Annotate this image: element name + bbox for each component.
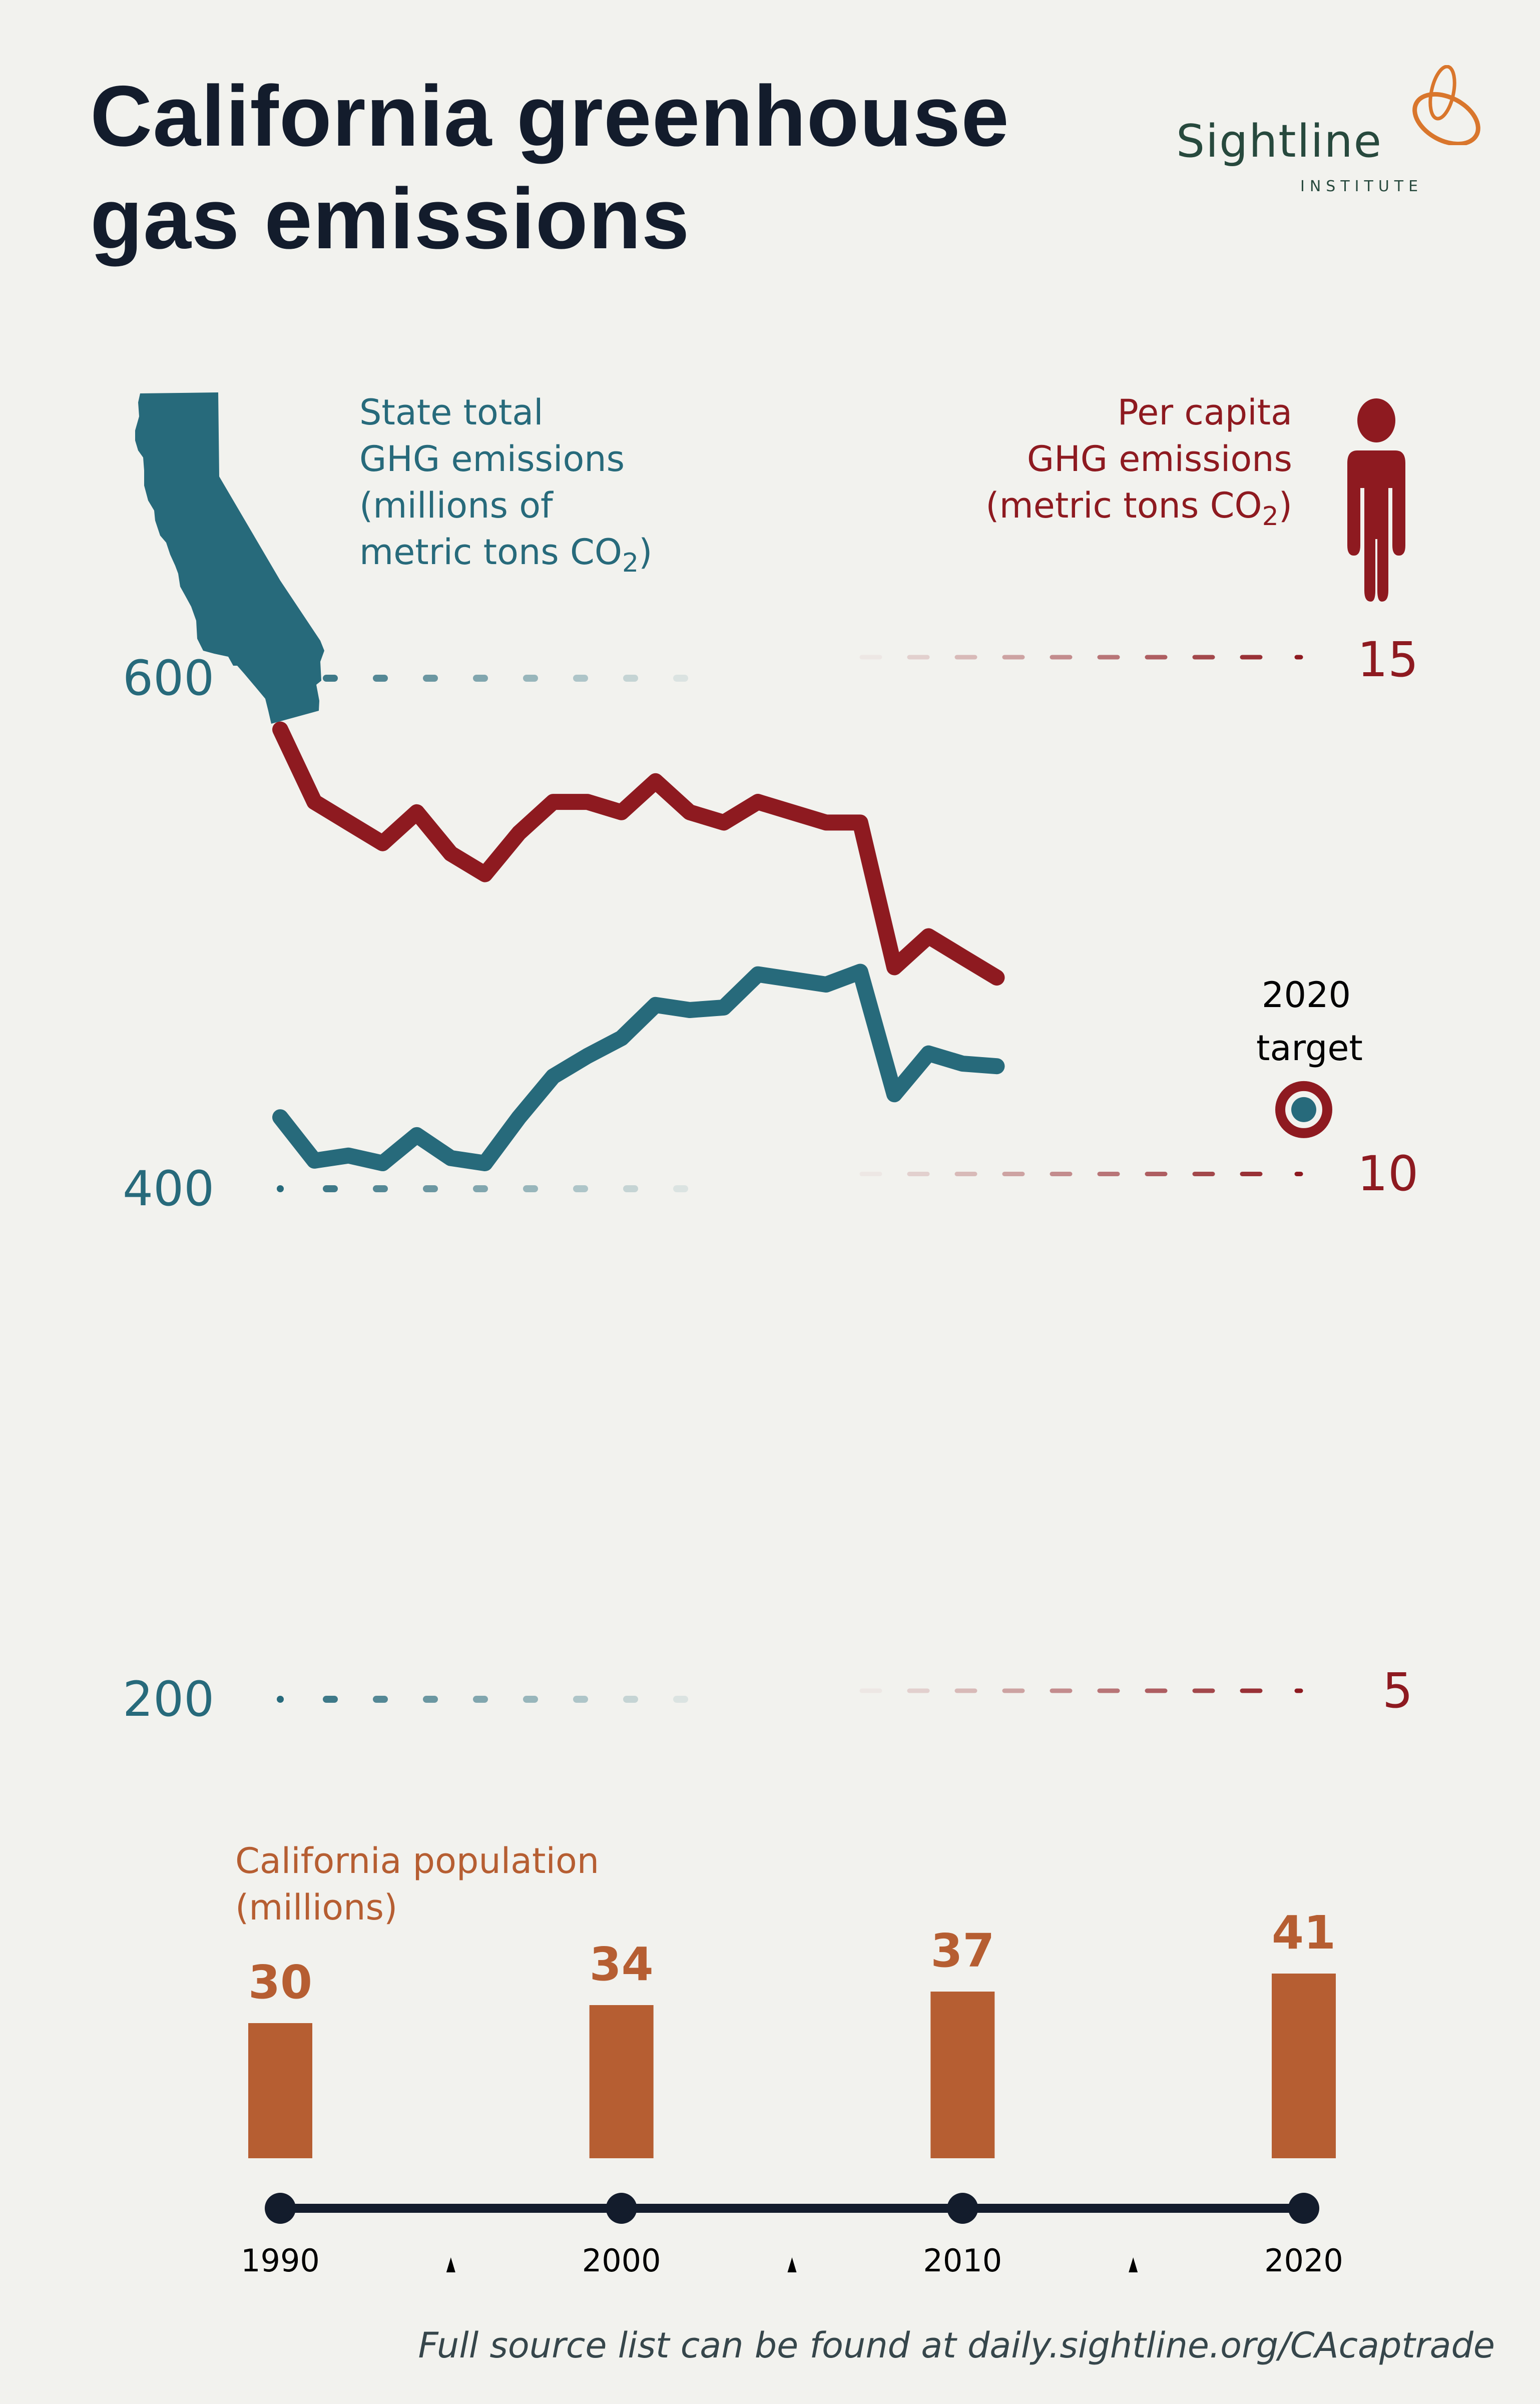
target-marker	[1275, 1081, 1332, 1138]
population-bar	[1272, 1974, 1336, 2158]
total-emissions-line	[272, 964, 1005, 1171]
right-axis-gridlines	[859, 655, 1303, 1693]
california-map-icon	[135, 392, 324, 724]
midpoint-triangle-marker	[1129, 2257, 1138, 2272]
per-capita-legend-line: (metric tons CO2)	[985, 483, 1292, 540]
population-bar	[930, 1992, 995, 2158]
page-title-line2: gas emissions	[90, 171, 690, 267]
population-value-label: 34	[589, 1938, 654, 1991]
per-capita-legend-text: (metric tons CO	[985, 485, 1262, 526]
right-tick-15: 15	[1357, 632, 1419, 688]
per-capita-legend-line: GHG emissions	[1026, 438, 1292, 479]
target-ring	[1275, 1081, 1332, 1138]
target-label: 2020 target	[1256, 969, 1363, 1075]
left-tick-600: 600	[123, 650, 215, 706]
midpoint-triangle-marker	[787, 2257, 797, 2272]
timeline-axis	[265, 2193, 1319, 2272]
total-legend-line: (millions of	[359, 485, 553, 526]
population-title: California population (millions)	[235, 1838, 599, 1931]
right-tick-10: 10	[1357, 1146, 1419, 1202]
close-paren: )	[639, 532, 653, 573]
page-title: California greenhouse gas emissions	[90, 65, 1009, 270]
sightline-knot-icon	[1412, 65, 1480, 145]
per-capita-legend: Per capita GHG emissions (metric tons CO…	[985, 389, 1292, 540]
target-dot	[1291, 1097, 1316, 1122]
source-note: Full source list can be found at daily.s…	[418, 2325, 1495, 2366]
population-title-line1: California population	[235, 1840, 600, 1881]
timeline-node	[947, 2193, 978, 2224]
target-label-year: 2020	[1261, 975, 1351, 1016]
left-tick-200: 200	[123, 1671, 215, 1727]
close-paren: )	[1278, 485, 1292, 526]
population-value-label: 41	[1271, 1906, 1336, 1960]
left-tick-400: 400	[123, 1161, 215, 1217]
population-bar	[248, 2023, 312, 2158]
total-legend-line: GHG emissions	[359, 438, 625, 479]
total-emissions-legend: State total GHG emissions (millions of m…	[359, 389, 652, 587]
subscript-2: 2	[622, 548, 639, 578]
right-tick-5: 5	[1382, 1663, 1413, 1719]
target-label-word: target	[1256, 1028, 1363, 1069]
population-bar	[589, 2005, 654, 2158]
logo-subtitle: INSTITUTE	[1300, 178, 1423, 195]
year-tick-label: 2010	[923, 2242, 1002, 2279]
population-value-label: 30	[248, 1956, 313, 2009]
per-capita-legend-line: Per capita	[1117, 392, 1292, 433]
total-legend-line: metric tons CO2)	[359, 529, 652, 587]
year-tick-label: 2000	[582, 2242, 661, 2279]
person-icon	[1347, 398, 1405, 602]
year-tick-label: 1990	[241, 2242, 320, 2279]
subscript-2: 2	[1262, 502, 1279, 532]
population-value-label: 37	[930, 1924, 995, 1978]
timeline-node	[606, 2193, 637, 2224]
midpoint-triangle-marker	[446, 2257, 455, 2272]
sightline-logo: Sightline INSTITUTE	[1176, 65, 1480, 205]
timeline-node	[265, 2193, 296, 2224]
per-capita-line	[272, 721, 1005, 986]
population-bars	[248, 1974, 1336, 2158]
total-legend-text: metric tons CO	[359, 532, 622, 573]
total-legend-line: State total	[359, 392, 544, 433]
page-title-line1: California greenhouse	[90, 68, 1009, 164]
timeline-node	[1288, 2193, 1319, 2224]
population-title-line2: (millions)	[235, 1887, 398, 1928]
left-axis-gridlines	[277, 675, 738, 1703]
year-tick-label: 2020	[1264, 2242, 1343, 2279]
emission-lines	[272, 721, 1005, 1171]
logo-wordmark: Sightline	[1176, 115, 1383, 168]
